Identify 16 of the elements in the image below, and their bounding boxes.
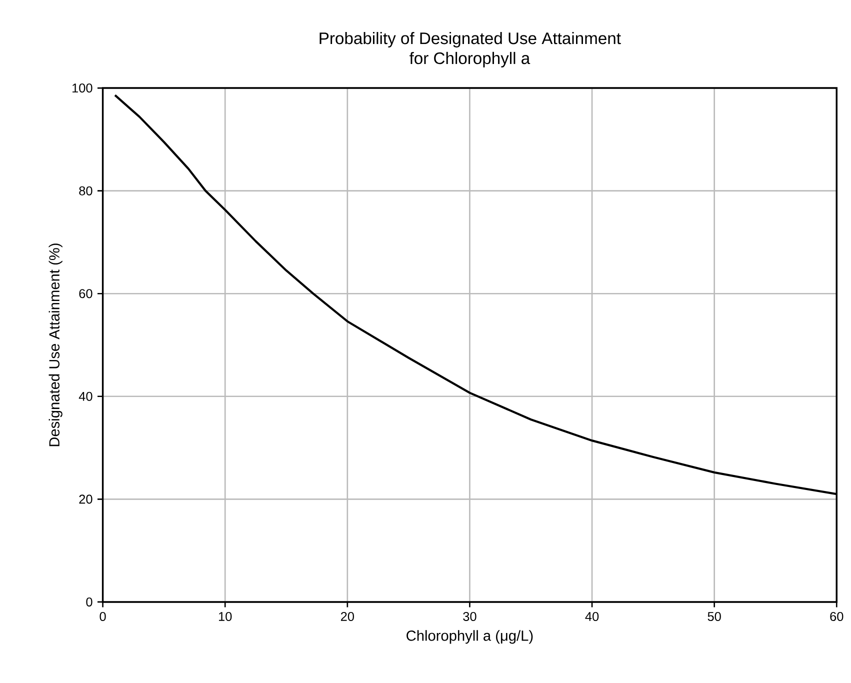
y-tick-label: 80	[79, 186, 92, 196]
y-tick-label: 100	[72, 84, 92, 93]
chart-title: Probability of Designated Use Attainment for Chlorophyll a	[320, 32, 621, 68]
y-tick-label: 0	[86, 598, 92, 607]
y-tick-label: 20	[79, 494, 92, 504]
y-tick-label: 60	[79, 289, 92, 298]
y-axis-title: Designated Use Attainment (%)	[48, 244, 62, 446]
x-tick-label: 10	[218, 612, 232, 622]
x-axis-title: Chlorophyll a (μg/L)	[406, 630, 533, 644]
x-tick-label: 40	[585, 612, 599, 622]
x-tick-label: 0	[100, 612, 106, 622]
x-tick-label: 30	[463, 612, 476, 622]
x-tick-label: 60	[830, 612, 844, 622]
x-tick-label: 20	[340, 612, 354, 622]
y-tick-label: 40	[78, 392, 92, 401]
x-tick-label: 50	[708, 612, 721, 622]
